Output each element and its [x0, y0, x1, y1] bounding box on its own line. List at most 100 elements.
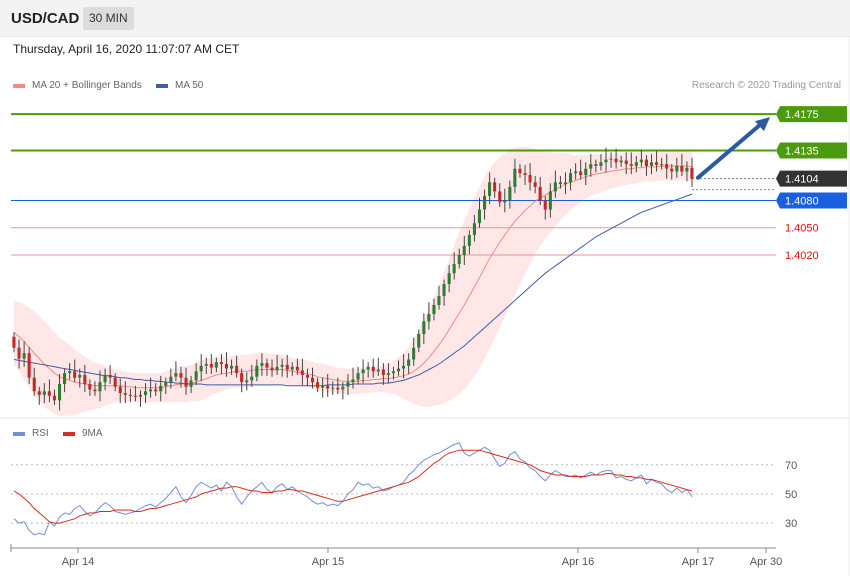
- timeframe-button[interactable]: 30 MIN: [83, 7, 134, 30]
- candle-body: [209, 364, 213, 368]
- level-tag-1.4020: 1.4020: [785, 250, 819, 262]
- candle-body: [574, 171, 578, 174]
- ma20-line: [13, 165, 693, 389]
- bollinger-band-fill: [14, 146, 692, 416]
- candle-body: [670, 168, 674, 172]
- candle-body: [250, 376, 254, 381]
- candle-body: [316, 382, 320, 388]
- candle-body: [462, 245, 466, 255]
- candle-body: [685, 167, 689, 172]
- candle-body: [391, 371, 395, 374]
- x-axis: Apr 14 Apr 15 Apr 16 Apr 17 Apr 30: [10, 544, 782, 568]
- candle-body: [123, 393, 127, 395]
- level-tag-1.4104: 1.4104: [785, 174, 819, 186]
- candle-body: [174, 373, 178, 377]
- level-tag-1.4175: 1.4175: [785, 109, 819, 121]
- candle-body: [47, 391, 51, 396]
- legend-swatch-ma20: [13, 83, 25, 88]
- chart-datetime: Thursday, April 16, 2020 11:07:07 AM CET: [13, 42, 240, 56]
- level-tag-bg-1.4175: [776, 106, 847, 123]
- candle-body: [194, 371, 198, 381]
- candle-body: [594, 164, 598, 166]
- candle-body: [548, 191, 552, 210]
- rsi-tick-50: 50: [785, 489, 797, 501]
- legend-swatch-ma50: [156, 83, 168, 88]
- candle-body: [579, 171, 583, 175]
- legend-label-ma50: MA 50: [175, 80, 204, 91]
- candle-body: [189, 380, 193, 387]
- candle-body: [169, 376, 173, 383]
- candle-body: [275, 366, 279, 371]
- candle-body: [336, 387, 340, 390]
- candle-body: [371, 366, 375, 372]
- candle-body: [629, 164, 633, 166]
- candle-body: [528, 175, 532, 183]
- candle-body: [321, 385, 325, 388]
- legend-rsi: RSI: [13, 428, 49, 439]
- candle-body: [381, 369, 385, 375]
- candle-body: [493, 182, 497, 192]
- candle-body: [366, 366, 370, 370]
- level-tag-bg-1.4080: [776, 192, 847, 209]
- legend-swatch-rsi: [13, 431, 25, 436]
- candle-body: [83, 374, 87, 384]
- candle-body: [32, 377, 36, 392]
- candle-body: [650, 162, 654, 166]
- x-tick-label: Apr 17: [682, 556, 714, 568]
- candles: [12, 147, 694, 411]
- moving-averages: [13, 165, 693, 389]
- candle-body: [88, 384, 92, 390]
- legend-ma50: MA 50: [156, 80, 203, 91]
- candle-body: [12, 336, 16, 348]
- candle-body: [427, 314, 431, 322]
- level-tag-bg-1.4104: [776, 170, 847, 187]
- candle-body: [27, 353, 31, 378]
- bollinger-band: [14, 146, 692, 416]
- level-tag-1.4050: 1.4050: [785, 223, 819, 235]
- candle-body: [558, 182, 562, 185]
- x-tick-label: Apr 30: [750, 556, 782, 568]
- candle-body: [518, 168, 522, 174]
- candle-body: [93, 389, 97, 392]
- candle-body: [214, 362, 218, 368]
- rsi-panel: 70 50 30: [11, 442, 797, 536]
- candle-body: [614, 158, 618, 163]
- candle-body: [341, 386, 345, 390]
- candle-body: [300, 370, 304, 375]
- candle-body: [22, 353, 26, 359]
- rsi-series-RSI: [13, 442, 693, 536]
- candle-body: [285, 364, 289, 370]
- forecast-arrow-shaft: [696, 121, 764, 180]
- candle-body: [619, 160, 623, 163]
- candle-body: [553, 182, 557, 192]
- candle-body: [457, 255, 461, 265]
- legend-label-rsi-ma: 9MA: [82, 428, 103, 439]
- candle-body: [488, 182, 492, 196]
- candle-body: [644, 159, 648, 166]
- candle-body: [604, 159, 608, 163]
- candle-body: [133, 395, 137, 397]
- candle-body: [498, 191, 502, 203]
- candle-body: [311, 377, 315, 383]
- candle-body: [144, 391, 148, 395]
- rsi-series-9MA: [13, 449, 693, 524]
- candle-body: [138, 394, 142, 397]
- candle-body: [402, 365, 406, 369]
- forecast-arrow-head: [755, 117, 770, 132]
- candle-body: [255, 365, 259, 377]
- candle-body: [437, 295, 441, 305]
- candle-body: [397, 368, 401, 372]
- candle-body: [376, 369, 380, 372]
- credit-text: Research © 2020 Trading Central: [691, 80, 841, 91]
- candle-body: [655, 162, 659, 165]
- candle-body: [240, 373, 244, 383]
- candle-body: [184, 377, 188, 387]
- candle-body: [477, 209, 481, 224]
- x-tick-label: Apr 14: [62, 556, 94, 568]
- candle-body: [154, 389, 158, 392]
- candle-body: [17, 347, 21, 359]
- candle-body: [230, 365, 234, 369]
- candle-body: [634, 162, 638, 166]
- candle-body: [422, 321, 426, 334]
